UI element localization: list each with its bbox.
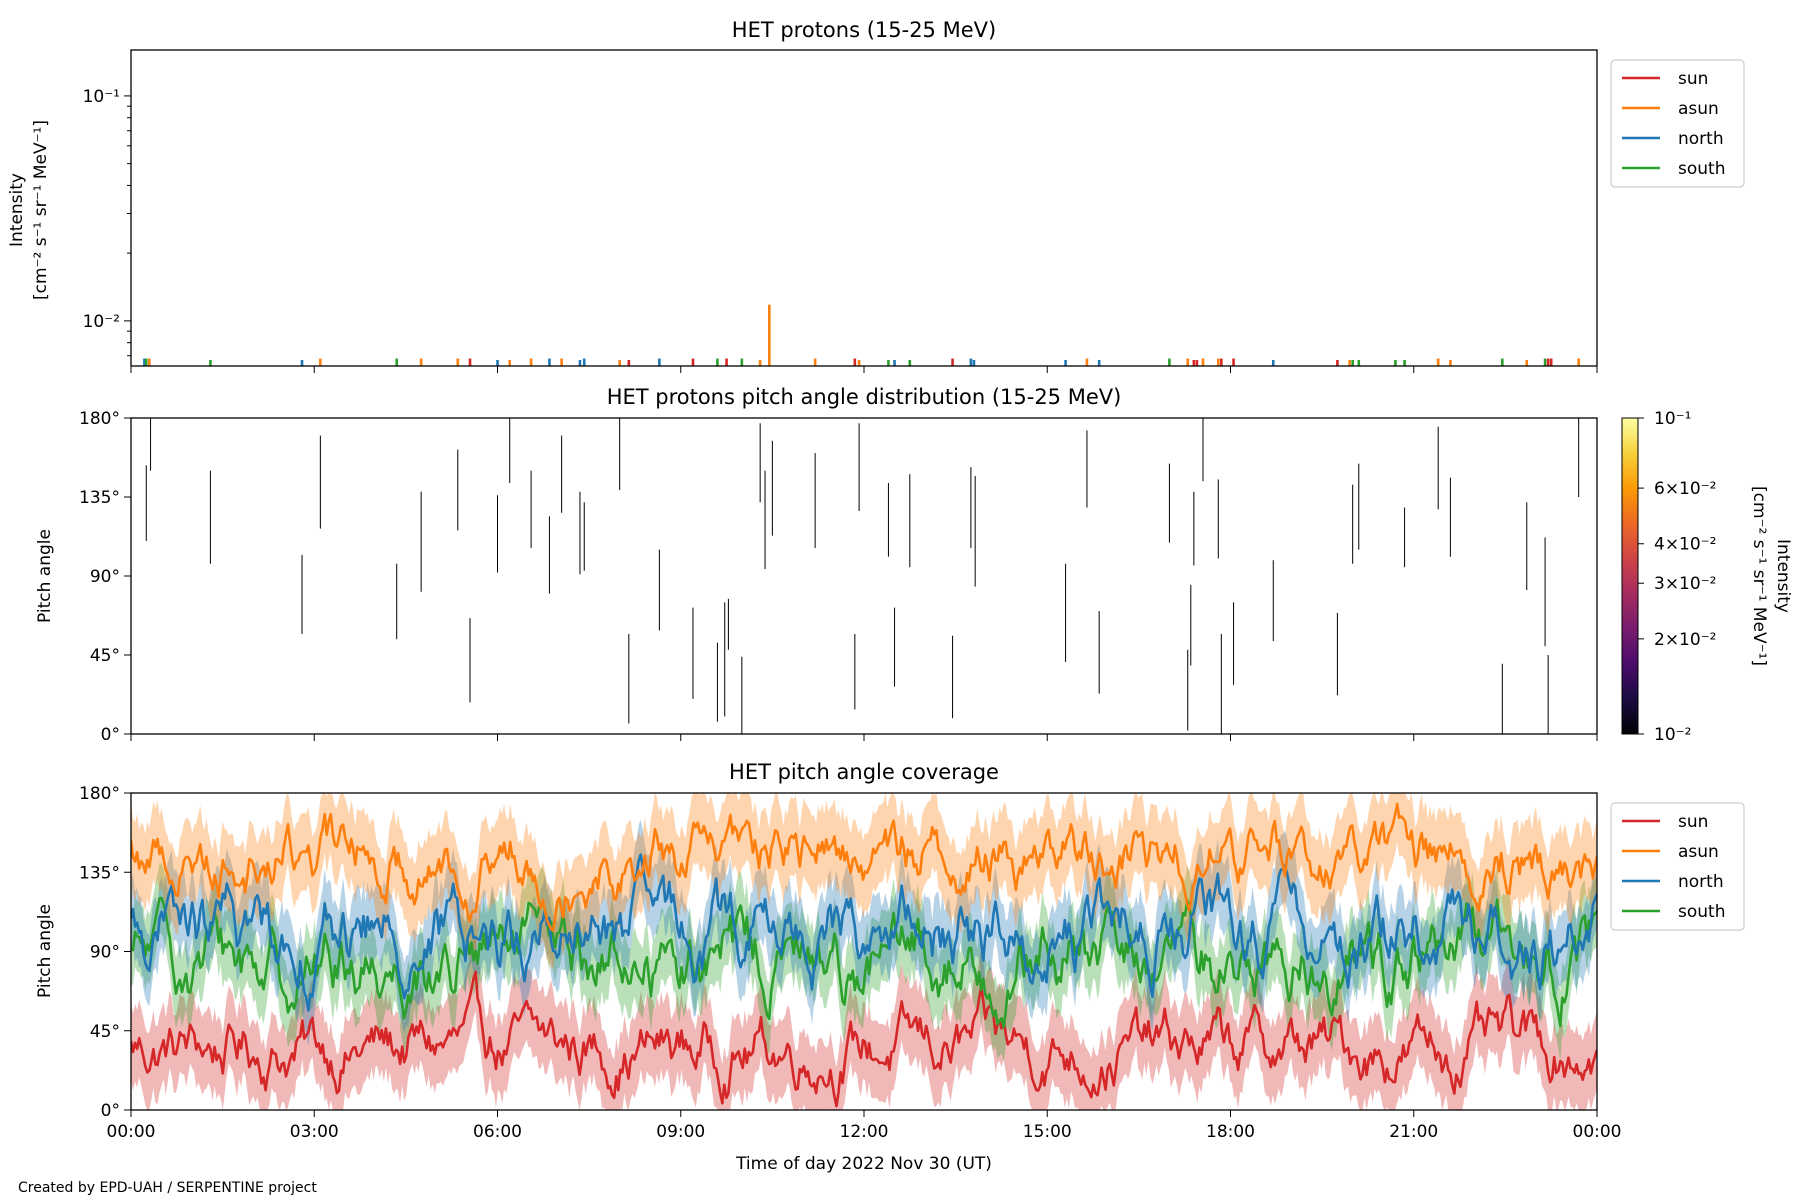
panel3-ylabel: Pitch angle — [35, 904, 55, 998]
panel2-ytick-label-2: 90° — [90, 567, 120, 587]
colorbar-label-line2: [cm⁻² s⁻¹ sr⁻¹ MeV⁻¹] — [1749, 486, 1769, 666]
coverage-band-north — [131, 819, 1597, 1046]
legend-label-asun: asun — [1678, 99, 1719, 119]
coverage-band-south — [131, 862, 1597, 1063]
legend-label-north: north — [1678, 872, 1724, 892]
panel3-marks — [131, 793, 1597, 1110]
legend-label-north: north — [1678, 129, 1724, 149]
x-axis-ticks: 00:00 03:00 06:00 09:00 12:00 15:00 18:00 21:00… — [107, 366, 1622, 1142]
colorbar-label: Intensity [cm⁻² s⁻¹ sr⁻¹ MeV⁻¹] — [1749, 486, 1793, 666]
panel2-ytick-label-0: 0° — [101, 725, 120, 745]
panel-pitch-coverage: HET pitch angle coverage 0° 45° 90° 135° 180… — [35, 760, 1745, 1121]
panel1-ylabel-line1: Intensity — [7, 173, 27, 247]
colorbar-gradient — [1621, 417, 1639, 735]
x-tick-label-1: 03:00 — [290, 1122, 339, 1142]
panel2-ticks: 0° 45° 90° 135° 180° — [79, 409, 131, 745]
colorbar-tick-label-0: 10⁻¹ — [1654, 409, 1691, 429]
colorbar-tick-label-3: 3×10⁻² — [1654, 574, 1716, 594]
panel-intensity: HET protons (15-25 MeV) 10⁻¹ 10⁻² Intensi… — [7, 18, 1745, 367]
legend-label-south: south — [1678, 902, 1725, 922]
colorbar-tick-label-5: 10⁻² — [1654, 725, 1691, 745]
panel2-marks — [145, 418, 1580, 734]
panel1-ylabel: Intensity [cm⁻² s⁻¹ sr⁻¹ MeV⁻¹] — [7, 120, 51, 300]
panel3-ytick-label-0: 0° — [101, 1101, 120, 1121]
x-tick-label-2: 06:00 — [473, 1122, 522, 1142]
panel1-marks — [143, 304, 1580, 366]
panel-pitch-distribution: HET protons pitch angle distribution (15… — [35, 385, 1793, 745]
panel1-title: HET protons (15-25 MeV) — [732, 18, 996, 42]
legend-box — [1610, 59, 1745, 188]
panel3-ticks: 0° 45° 90° 135° 180° — [79, 784, 131, 1121]
colorbar-tick-label-2: 4×10⁻² — [1654, 535, 1716, 555]
legend-box — [1610, 802, 1745, 931]
panel3-legend: sun asun north south — [1610, 802, 1745, 931]
panel2-frame — [130, 417, 1598, 735]
panel3-ytick-label-3: 135° — [79, 863, 120, 883]
panel1-ytick-label-1: 10⁻² — [83, 312, 120, 332]
panel2-ylabel-text: Pitch angle — [35, 529, 55, 623]
coverage-line-sun — [131, 970, 1597, 1108]
legend-label-south: south — [1678, 159, 1725, 179]
x-tick-label-3: 09:00 — [656, 1122, 705, 1142]
panel2-title: HET protons pitch angle distribution (15… — [607, 385, 1122, 409]
panel2-ytick-label-4: 180° — [79, 409, 120, 429]
colorbar-tick-label-4: 2×10⁻² — [1654, 630, 1716, 650]
panel3-ytick-label-1: 45° — [90, 1022, 120, 1042]
legend-label-sun: sun — [1678, 69, 1708, 89]
panel1-ytick-label-0: 10⁻¹ — [83, 87, 120, 107]
x-tick-label-5: 15:00 — [1023, 1122, 1072, 1142]
coverage-lines — [131, 802, 1597, 1108]
coverage-line-south — [131, 896, 1597, 1029]
panel3-ytick-label-2: 90° — [90, 943, 120, 963]
credit-text: Created by EPD-UAH / SERPENTINE project — [18, 1180, 317, 1196]
panel3-ylabel-text: Pitch angle — [35, 904, 55, 998]
legend-label-sun: sun — [1678, 812, 1708, 832]
panel1-frame — [130, 49, 1598, 367]
panel1-ylabel-line2: [cm⁻² s⁻¹ sr⁻¹ MeV⁻¹] — [31, 120, 51, 300]
coverage-line-north — [131, 853, 1597, 1012]
x-tick-label-6: 18:00 — [1206, 1122, 1255, 1142]
colorbar-label-line1: Intensity — [1773, 539, 1793, 613]
colorbar-tick-label-1: 6×10⁻² — [1654, 479, 1716, 499]
x-axis-label: Time of day 2022 Nov 30 (UT) — [735, 1154, 992, 1174]
panel2-ytick-label-1: 45° — [90, 646, 120, 666]
x-tick-label-0: 00:00 — [107, 1122, 156, 1142]
panel1-ticks: 10⁻¹ 10⁻² — [83, 87, 131, 357]
colorbar-ticks: 10⁻¹ 6×10⁻² 4×10⁻² 3×10⁻² 2×10⁻² 10⁻² — [1638, 409, 1716, 745]
panel3-title: HET pitch angle coverage — [729, 760, 999, 784]
panel2-ytick-label-3: 135° — [79, 488, 120, 508]
panel1-legend: sun asun north south — [1610, 59, 1745, 188]
legend-label-asun: asun — [1678, 842, 1719, 862]
x-tick-label-4: 12:00 — [840, 1122, 889, 1142]
coverage-line-asun — [131, 802, 1597, 932]
x-tick-label-7: 21:00 — [1389, 1122, 1438, 1142]
x-tick-label-8: 00:00 — [1573, 1122, 1622, 1142]
panel3-ytick-label-4: 180° — [79, 784, 120, 804]
colorbar: 10⁻¹ 6×10⁻² 4×10⁻² 3×10⁻² 2×10⁻² 10⁻² Intensi… — [1621, 409, 1793, 745]
panel2-ylabel: Pitch angle — [35, 529, 55, 623]
